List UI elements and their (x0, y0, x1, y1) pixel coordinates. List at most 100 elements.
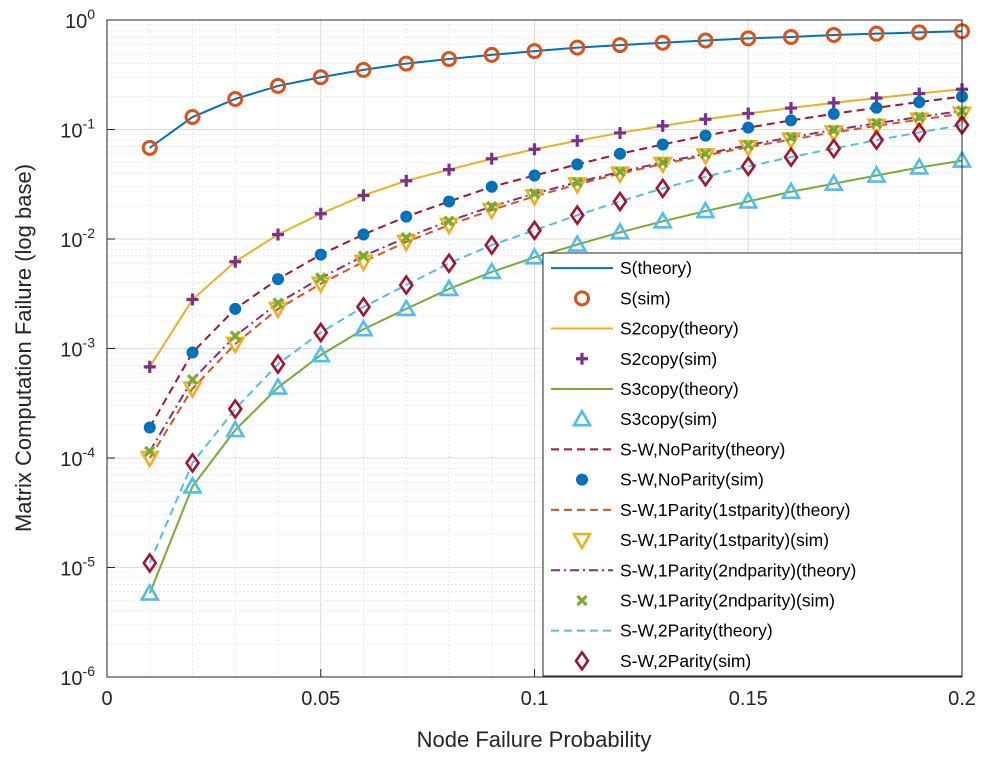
data-point-s2copy-sim (143, 360, 156, 373)
y-axis-label: Matrix Computation Failure (log base) (11, 164, 36, 532)
legend-entry: S2copy(sim) (620, 349, 717, 369)
data-point-s-w-1parity-2ndparity-sim (272, 297, 284, 309)
x-tick-label: 0.05 (301, 688, 340, 710)
y-tick-label: 10-5 (60, 554, 95, 581)
y-tick-label: 10-1 (60, 116, 95, 143)
y-tick-base: 10 (60, 121, 82, 143)
data-point-s-w-noparity-sim (143, 421, 156, 434)
data-point-s-w-1parity-2ndparity-sim (315, 272, 327, 284)
data-point-s-w-1parity-2ndparity-sim (657, 156, 669, 169)
data-point-s-w-2parity-sim (270, 353, 286, 375)
data-point-s-w-noparity-sim (913, 96, 926, 109)
data-point-s-w-noparity-sim (229, 302, 242, 315)
data-point-s2copy-sim (443, 163, 455, 176)
data-point-s-w-noparity-sim (528, 169, 541, 182)
data-point-s3copy-sim (481, 261, 502, 280)
y-tick-label: 10-3 (60, 335, 95, 362)
data-point-s3copy-sim (267, 376, 289, 395)
data-point-s-w-noparity-sim (571, 158, 584, 171)
data-point-s-w-1parity-1stparity-sim (182, 381, 203, 400)
data-point-s3copy-sim (310, 344, 331, 363)
data-point-s-w-2parity-sim (911, 121, 927, 144)
data-point-s2copy-sim (229, 255, 242, 268)
y-tick-label: 100 (65, 6, 95, 33)
x-tick-label: 0 (101, 688, 112, 710)
data-point-s-sim (355, 61, 372, 78)
data-point-s-w-2parity-sim (868, 129, 885, 151)
legend-entry: S-W,1Parity(1stparity)(theory) (620, 500, 850, 520)
x-tick-label: 0.2 (948, 688, 976, 710)
data-point-s2copy-sim (272, 228, 284, 241)
data-point-s-w-2parity-sim (783, 146, 799, 168)
y-tick-exponent: -5 (83, 554, 96, 570)
data-point-s-sim (141, 139, 158, 156)
y-tick-exponent: 0 (87, 6, 95, 22)
data-point-s-w-noparity-sim (785, 114, 797, 127)
data-point-s3copy-sim (823, 173, 844, 191)
data-point-s-sim (911, 24, 928, 41)
data-point-s-w-1parity-2ndparity-sim (357, 250, 370, 262)
x-tick-label: 0.15 (729, 688, 768, 710)
data-point-s-w-2parity-sim (569, 204, 585, 226)
data-point-s-w-2parity-sim (697, 166, 714, 188)
data-point-s-sim (483, 46, 500, 63)
data-point-s-w-1parity-2ndparity-sim (186, 373, 199, 386)
y-tick-exponent: -6 (83, 663, 96, 679)
data-point-s-sim (398, 55, 415, 72)
data-point-s-w-2parity-sim (355, 296, 372, 318)
data-point-s-sim (569, 39, 586, 56)
data-point-s-w-noparity-sim (186, 346, 199, 359)
legend-swatch (574, 290, 590, 307)
series-markers (139, 23, 973, 601)
data-point-s2copy-sim (400, 174, 413, 187)
legend-swatch (576, 594, 588, 607)
data-point-s-w-noparity-sim (742, 121, 755, 134)
series-line-s-w-1parity-1stparity-theory (148, 112, 963, 459)
data-point-s-w-1parity-2ndparity-sim (699, 148, 712, 160)
series-markers-s-w-noparity-sim (143, 90, 968, 434)
legend-swatch (571, 532, 593, 551)
data-point-s-w-noparity-sim (656, 138, 669, 151)
data-point-s-sim (612, 37, 628, 54)
y-tick-label: 10-6 (60, 663, 95, 690)
series-lines (148, 30, 963, 594)
series-markers-s2copy-sim (143, 83, 968, 373)
data-point-s3copy-sim (524, 246, 545, 265)
data-point-s2copy-sim (528, 143, 541, 156)
data-point-s-w-1parity-2ndparity-sim (571, 176, 583, 188)
y-tick-base: 10 (60, 559, 82, 581)
data-point-s-w-2parity-sim (184, 452, 201, 474)
data-point-s-w-1parity-2ndparity-sim (742, 139, 754, 151)
y-tick-base: 10 (60, 230, 82, 252)
legend-entry: S-W,1Parity(2ndparity)(theory) (620, 560, 856, 580)
data-point-s-w-2parity-sim (313, 321, 329, 344)
legend-swatch (576, 473, 588, 486)
data-point-s-w-2parity-sim (612, 190, 628, 213)
legend-entry: S-W,NoParity(theory) (620, 439, 785, 459)
y-tick-label: 10-2 (60, 225, 95, 252)
data-point-s-w-1parity-2ndparity-sim (229, 330, 241, 342)
legend-entry: S3copy(sim) (620, 409, 717, 429)
data-point-s-w-1parity-2ndparity-sim (870, 117, 883, 129)
y-tick-base: 10 (60, 340, 82, 362)
legend-entry: S-W,1Parity(1stparity)(sim) (620, 530, 829, 550)
legend-swatch (576, 352, 588, 365)
data-point-s-w-noparity-sim (400, 210, 413, 223)
data-point-s-sim (312, 69, 329, 86)
data-point-s-w-1parity-2ndparity-sim (528, 187, 541, 200)
data-point-s-w-1parity-2ndparity-sim (785, 131, 797, 143)
legend: S(theory) S(sim) S2copy(theory) S2copy(sim)… (542, 252, 963, 677)
data-point-s-sim (526, 43, 543, 60)
data-point-s3copy-sim (225, 419, 246, 438)
data-point-s-sim (654, 34, 671, 51)
data-point-s-w-noparity-sim (357, 228, 370, 241)
series-line-s2copy-theory (148, 88, 963, 368)
data-point-s3copy-sim (738, 190, 759, 209)
data-point-s3copy-sim (780, 181, 802, 200)
y-tick-exponent: -2 (83, 225, 96, 241)
data-point-s-w-1parity-2ndparity-sim (400, 231, 412, 244)
data-point-s2copy-sim (357, 189, 370, 202)
x-tick-label: 0.1 (521, 688, 549, 710)
data-point-s3copy-sim (695, 200, 716, 219)
